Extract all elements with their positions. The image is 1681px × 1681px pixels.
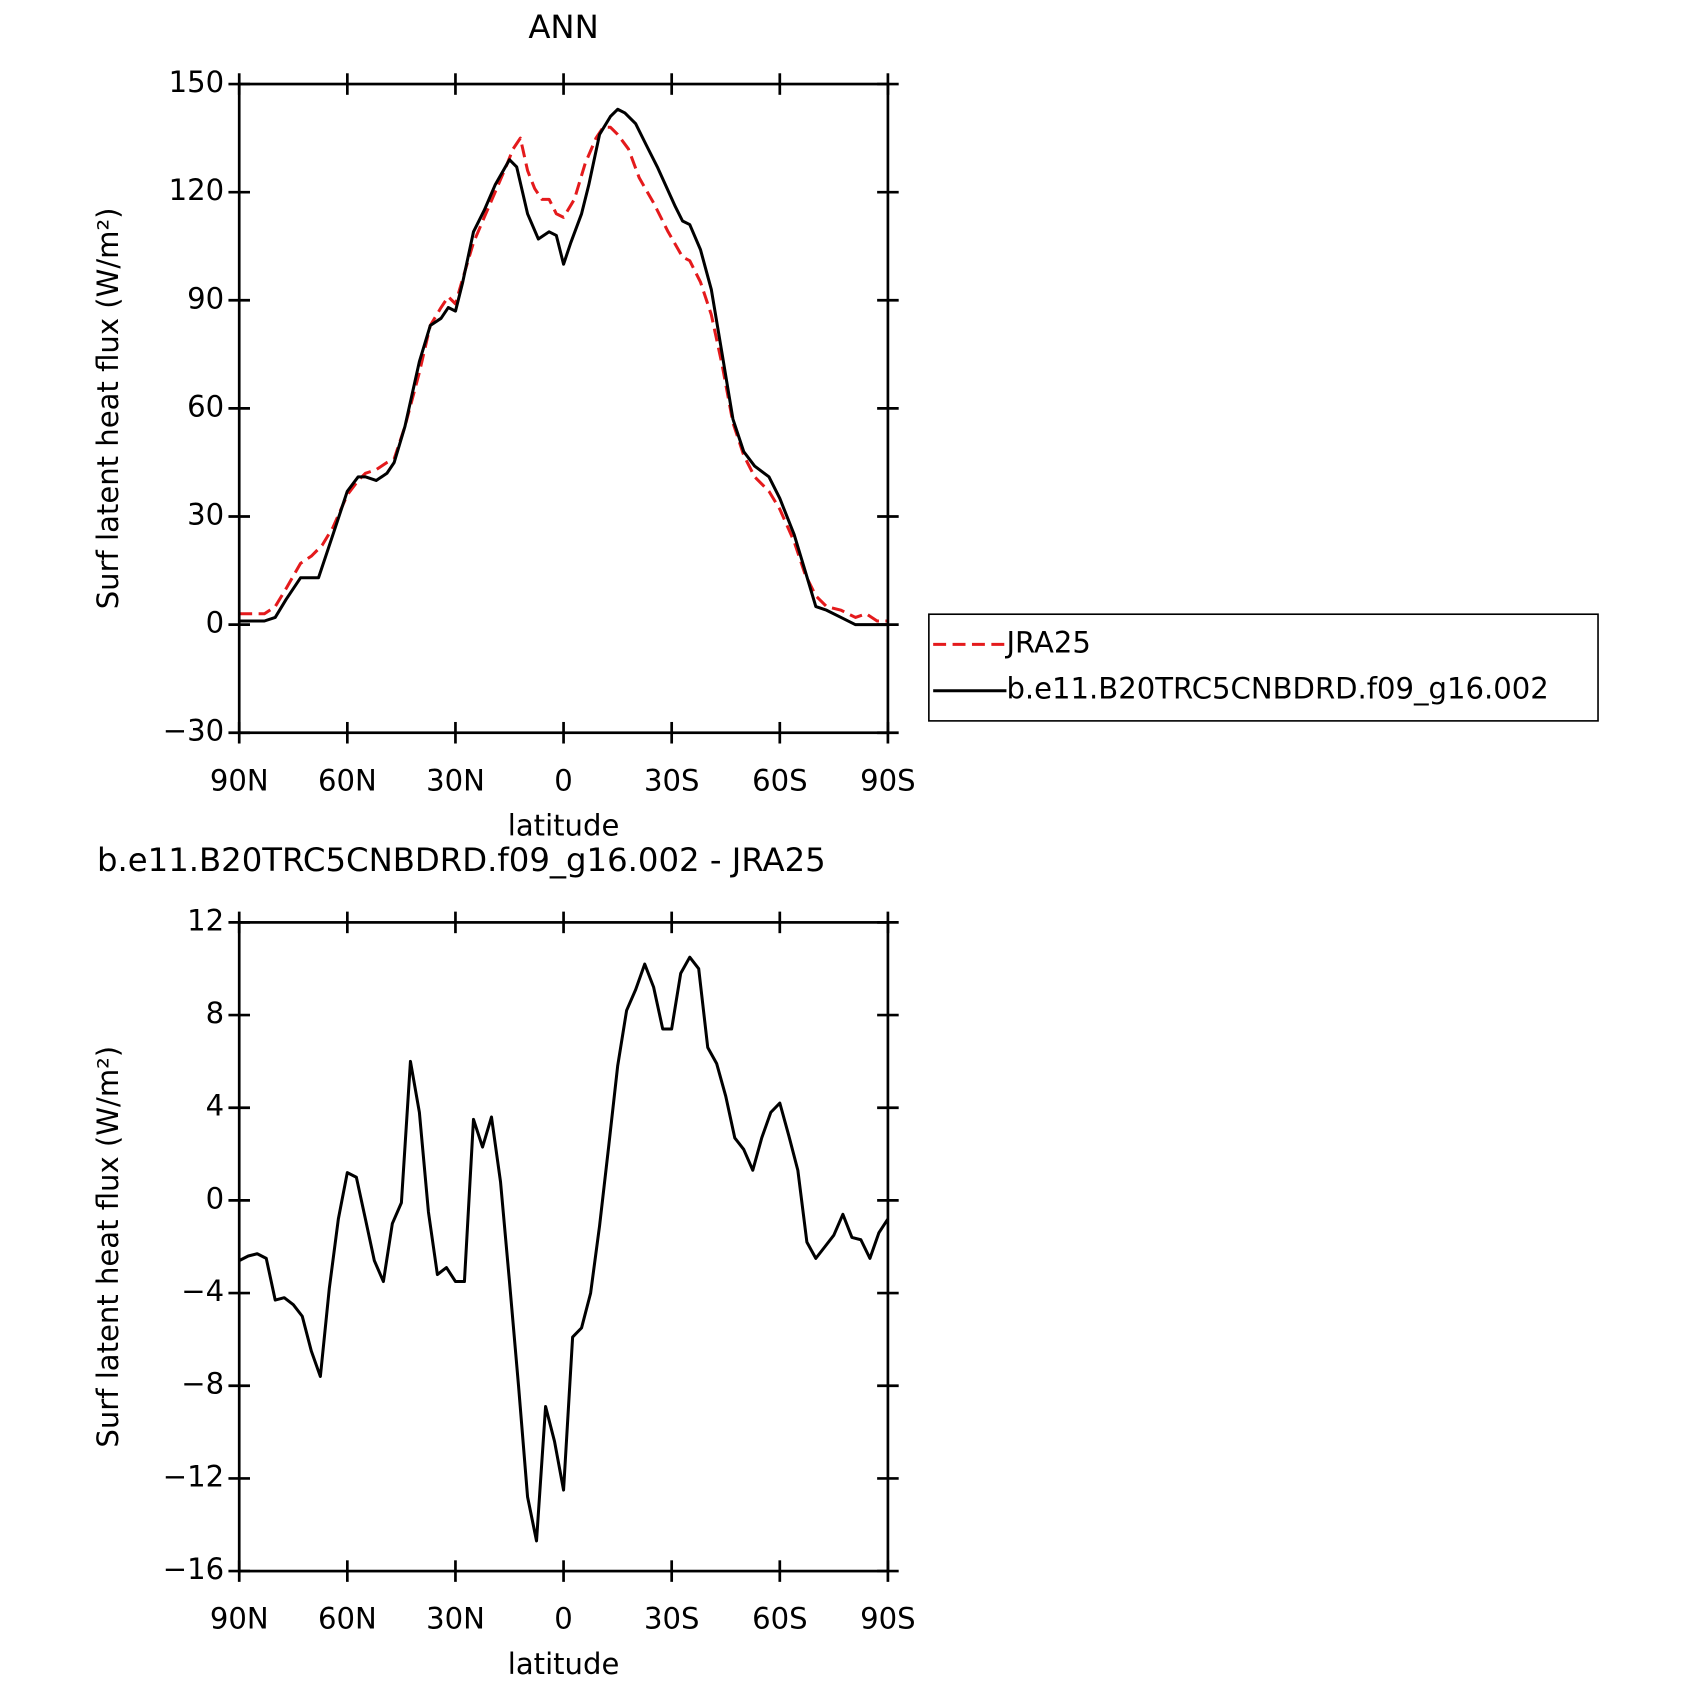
x-tick-label: 90N (210, 763, 269, 797)
chart-title: ANN (528, 8, 598, 46)
y-tick-label: −4 (181, 1274, 224, 1308)
legend-box (928, 613, 1599, 722)
chart-title: b.e11.B20TRC5CNBDRD.f09_g16.002 - JRA25 (97, 841, 826, 879)
x-tick-label: 60N (318, 763, 377, 797)
x-tick-label: 90S (860, 763, 915, 797)
x-tick-label: 90N (210, 1602, 269, 1636)
x-tick-label: 30S (644, 763, 699, 797)
y-tick-label: 150 (169, 65, 225, 99)
y-tick-label: 30 (187, 498, 224, 532)
x-tick-label: 60S (752, 763, 807, 797)
x-tick-label: 30S (644, 1602, 699, 1636)
legend-label: b.e11.B20TRC5CNBDRD.f09_g16.002 (1006, 672, 1548, 706)
y-axis-label: Surf latent heat flux (W/m²) (91, 1046, 125, 1448)
plot-frame (237, 921, 890, 1573)
legend: JRA25 b.e11.B20TRC5CNBDRD.f09_g16.002 (928, 613, 1599, 722)
x-tick-label: 0 (554, 763, 573, 797)
x-tick-label: 60S (752, 1602, 807, 1636)
x-tick-label: 30N (426, 1602, 485, 1636)
y-axis-label: Surf latent heat flux (W/m²) (91, 207, 125, 609)
y-tick-label: 90 (187, 281, 224, 315)
y-tick-label: 0 (206, 1181, 225, 1215)
x-tick-label: 30N (426, 763, 485, 797)
y-tick-label: −8 (181, 1367, 224, 1401)
x-tick-label: 60N (318, 1602, 377, 1636)
y-tick-label: 12 (187, 903, 224, 937)
y-tick-label: −16 (163, 1552, 224, 1586)
data-line (238, 955, 890, 1543)
legend-label: JRA25 (1004, 625, 1090, 659)
plot-frame (237, 82, 890, 735)
x-axis-label: latitude (508, 809, 620, 843)
y-tick-label: −30 (163, 714, 224, 748)
y-tick-label: 0 (206, 606, 225, 640)
y-tick-label: 120 (169, 173, 225, 207)
y-tick-label: 4 (206, 1089, 225, 1123)
y-tick-label: −12 (163, 1459, 224, 1493)
x-axis-label: latitude (508, 1647, 620, 1681)
data-line (239, 107, 888, 627)
x-tick-label: 0 (554, 1602, 573, 1636)
y-tick-label: 8 (206, 996, 225, 1030)
x-tick-label: 90S (860, 1602, 915, 1636)
y-tick-label: 60 (187, 389, 224, 423)
data-line (239, 125, 888, 623)
